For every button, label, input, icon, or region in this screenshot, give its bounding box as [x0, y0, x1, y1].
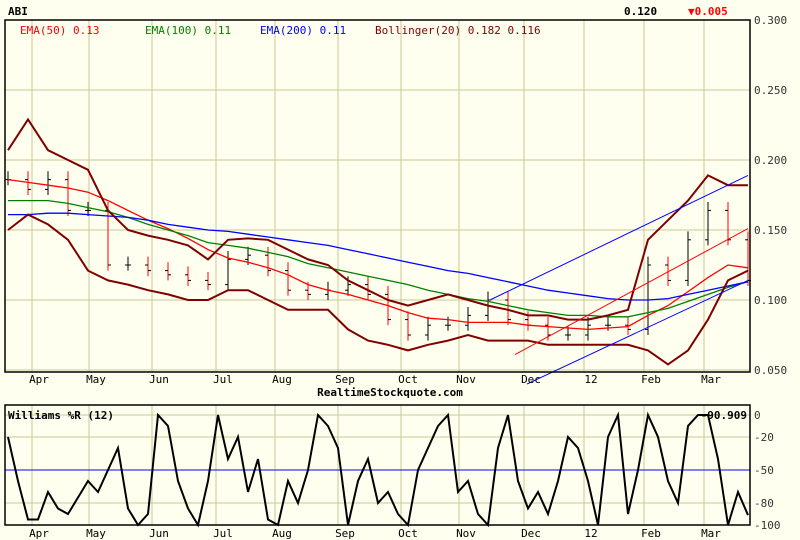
x-tick-label: May — [86, 373, 106, 386]
x-tick-label: Mar — [701, 373, 721, 386]
williams-title: Williams %R (12) — [8, 409, 114, 422]
x-tick-label: Oct — [398, 373, 418, 386]
x-tick-label: Feb — [641, 373, 661, 386]
y-tick-label: 0.100 — [754, 294, 787, 307]
y-tick-label: -80 — [754, 497, 774, 510]
price-panel-border — [4, 19, 751, 373]
legend-entry: EMA(100) 0.11 — [145, 24, 231, 37]
x-tick-label: Dec — [521, 527, 541, 540]
trend-line — [526, 279, 749, 385]
x-tick-label: Jun — [149, 527, 169, 540]
price-change: ▼0.005 — [688, 5, 728, 18]
bollinger-lower-line — [7, 213, 749, 366]
x-tick-label: Jul — [213, 373, 233, 386]
x-tick-label: Feb — [641, 527, 661, 540]
x-tick-label: Sep — [335, 373, 355, 386]
x-tick-label: Jun — [149, 373, 169, 386]
bollinger-upper-line — [7, 117, 748, 321]
x-tick-label: 12 — [584, 527, 597, 540]
x-tick-label: 12 — [584, 373, 597, 386]
y-tick-label: -100 — [754, 519, 781, 532]
x-tick-label: Apr — [29, 373, 49, 386]
williams-line — [7, 411, 749, 528]
y-tick-label: -50 — [754, 464, 774, 477]
x-tick-label: Nov — [456, 527, 476, 540]
x-tick-label: May — [86, 527, 106, 540]
x-tick-label: Aug — [272, 373, 292, 386]
source-watermark: RealtimeStockquote.com — [317, 386, 463, 399]
ema100-line — [8, 199, 749, 318]
x-tick-label: Nov — [456, 373, 476, 386]
legend-entry: Bollinger(20) 0.182 0.116 — [375, 24, 541, 37]
x-tick-label: Jul — [213, 527, 233, 540]
x-tick-label: Dec — [521, 373, 541, 386]
ema50-line — [7, 178, 749, 331]
y-tick-label: 0.200 — [754, 154, 787, 167]
williams-last-value: -90.909 — [701, 409, 747, 422]
x-tick-label: Sep — [335, 527, 355, 540]
x-tick-label: Oct — [398, 527, 418, 540]
y-tick-label: 0.050 — [754, 364, 787, 377]
y-tick-label: 0.250 — [754, 84, 787, 97]
williams-panel-border — [4, 404, 751, 526]
legend-entry: EMA(50) 0.13 — [20, 24, 99, 37]
x-tick-label: Aug — [272, 527, 292, 540]
symbol-label: ABI — [8, 5, 28, 18]
trend-line — [514, 228, 749, 356]
x-tick-label: Apr — [29, 527, 49, 540]
x-tick-label: Mar — [701, 527, 721, 540]
price-panel — [4, 19, 751, 373]
last-price: 0.120 — [624, 5, 657, 18]
legend-entry: EMA(200) 0.11 — [260, 24, 346, 37]
y-tick-label: -20 — [754, 431, 774, 444]
y-tick-label: 0.300 — [754, 14, 787, 27]
ema200-line — [8, 212, 749, 301]
y-tick-label: 0.150 — [754, 224, 787, 237]
y-tick-label: 0 — [754, 409, 761, 422]
trend-line — [489, 174, 749, 301]
